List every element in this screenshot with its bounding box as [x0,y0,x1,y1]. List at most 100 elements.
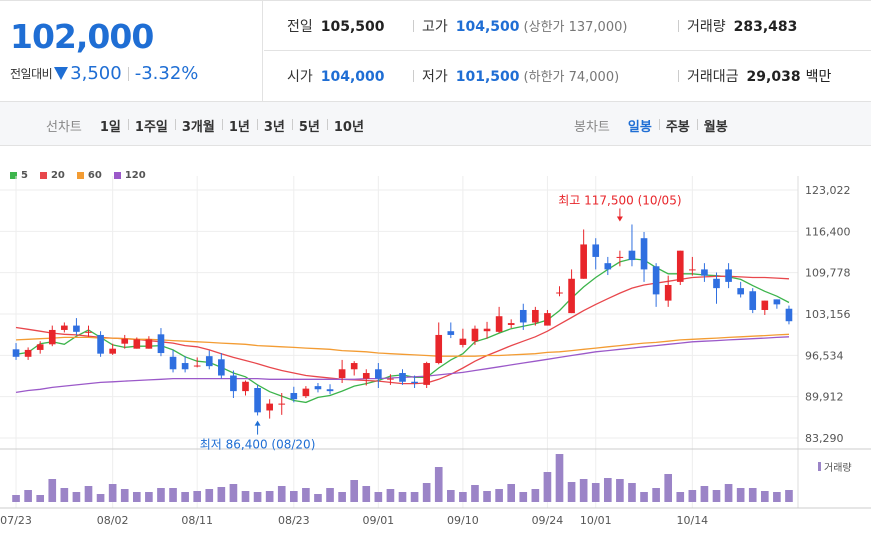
divider [127,66,129,81]
y-tick-label: 96,534 [805,349,844,362]
high-annotation: 최고 117,500 (10/05) [558,193,681,207]
volume-bar [253,492,262,502]
volume-bar [24,490,32,502]
period-10y-button[interactable]: 10년 [326,116,371,135]
candle-body [133,339,141,349]
period-3y-button[interactable]: 3년 [256,116,292,135]
period-5y-button[interactable]: 5년 [291,116,327,135]
volume-bar [326,488,334,502]
volume-bar [132,492,141,502]
volume-bar [48,479,57,502]
candle-body [713,278,720,289]
legend-item-ma5: 5 [10,170,28,181]
candle-body [459,338,467,345]
legend-item-ma20: 20 [39,170,65,181]
volume-bar [724,484,733,502]
period-1w-button[interactable]: 1주일 [127,116,175,135]
x-tick-label: 07/23 [0,514,32,527]
legend-label: 120 [124,170,146,181]
stat-unit: 백만 [805,69,832,85]
stat-sub: (상한가 137,000) [523,20,628,35]
stat-high: 고가 104,500 (상한가 137,000) [413,16,627,36]
volume-bar [616,479,624,502]
candle-body [61,325,68,330]
monthly-candle-button[interactable]: 월봉 [696,116,735,135]
volume-bar [120,489,129,502]
change-row: 전일대비 3,500 -3.32% [10,63,198,84]
volume-bar [664,474,673,502]
x-tick-label: 09/01 [362,514,394,527]
stat-value: 104,000 [320,69,385,85]
candle-body [507,323,515,325]
candle-body [689,269,696,271]
change-rate: -3.32% [134,63,199,84]
stats-grid: 전일 105,500 고가 104,500 (상한가 137,000) 거래량 … [264,1,871,102]
weekly-candle-button[interactable]: 주봉 [658,116,697,135]
daily-candle-button[interactable]: 일봉 [627,120,652,135]
stat-value: 29,038 [746,69,801,85]
ma-legend: 5 20 60 120 [10,170,158,181]
volume-bar [736,488,745,502]
volume-bar [229,484,238,502]
candle-body [73,325,80,332]
candle-body [24,349,32,357]
period-1d-button[interactable]: 1일 [99,120,121,135]
candle-body [387,378,394,380]
volume-bar [555,454,564,502]
stat-amount: 거래대금 29,038 백만 [678,66,831,86]
x-tick-label: 09/24 [532,514,564,527]
candle-body [326,389,334,392]
candle-body [628,250,636,261]
candle-body [230,375,237,392]
volume-bar [410,492,419,502]
period-3m-button[interactable]: 3개월 [174,116,222,135]
period-1y-button[interactable]: 1년 [221,116,257,135]
candle-body [785,308,793,322]
line-chart-label: 선차트 [46,120,82,135]
volume-label: 거래량 [824,462,852,474]
volume-bar [36,495,45,502]
candle-body [495,316,503,332]
candle-body [580,244,587,279]
stock-chart[interactable]: 5 20 60 120 123,022 116,400 109,778 103,156… [0,146,871,548]
stat-value: 101,500 [455,69,520,85]
volume-bar [350,480,359,502]
candle-body [701,269,708,276]
legend-swatch [10,172,17,179]
volume-bar [422,483,431,502]
volume-bar [193,491,202,502]
candle-body [97,334,104,354]
candle-body [435,334,443,364]
candle-body [725,269,732,282]
volume-bar [241,491,250,502]
stat-sub: (하한가 74,000) [523,70,620,85]
candle-chart-label: 봉차트 [574,120,610,135]
candle-body [362,373,370,379]
stats-row-1: 전일 105,500 고가 104,500 (상한가 137,000) 거래량 … [264,1,871,51]
volume-bar [700,486,709,502]
candle-body [218,359,225,376]
volume-bar [748,488,757,502]
period-selector: 선차트 1일 1주일 3개월 1년 3년 5년 10년 [46,116,371,135]
volume-bar [773,492,781,502]
candle-body [471,328,479,342]
volume-bar [579,479,588,502]
candle-body [568,278,575,314]
volume-bar [531,489,540,502]
candle-body [411,381,418,384]
candle-body [36,344,44,350]
x-tick-label: 10/14 [676,514,708,527]
candle-body [338,369,346,379]
volume-bar [362,486,371,502]
stat-label: 거래대금 [687,69,739,85]
down-triangle-icon [54,67,69,80]
change-value: 3,500 [70,63,122,84]
volume-bar [446,490,455,502]
candle-body [242,381,249,392]
candle-body [447,331,455,335]
y-tick-label: 109,778 [805,267,851,280]
candle-body [12,349,20,357]
candle-body [737,288,744,295]
candle-body [761,300,769,310]
y-tick-label: 116,400 [805,225,851,238]
